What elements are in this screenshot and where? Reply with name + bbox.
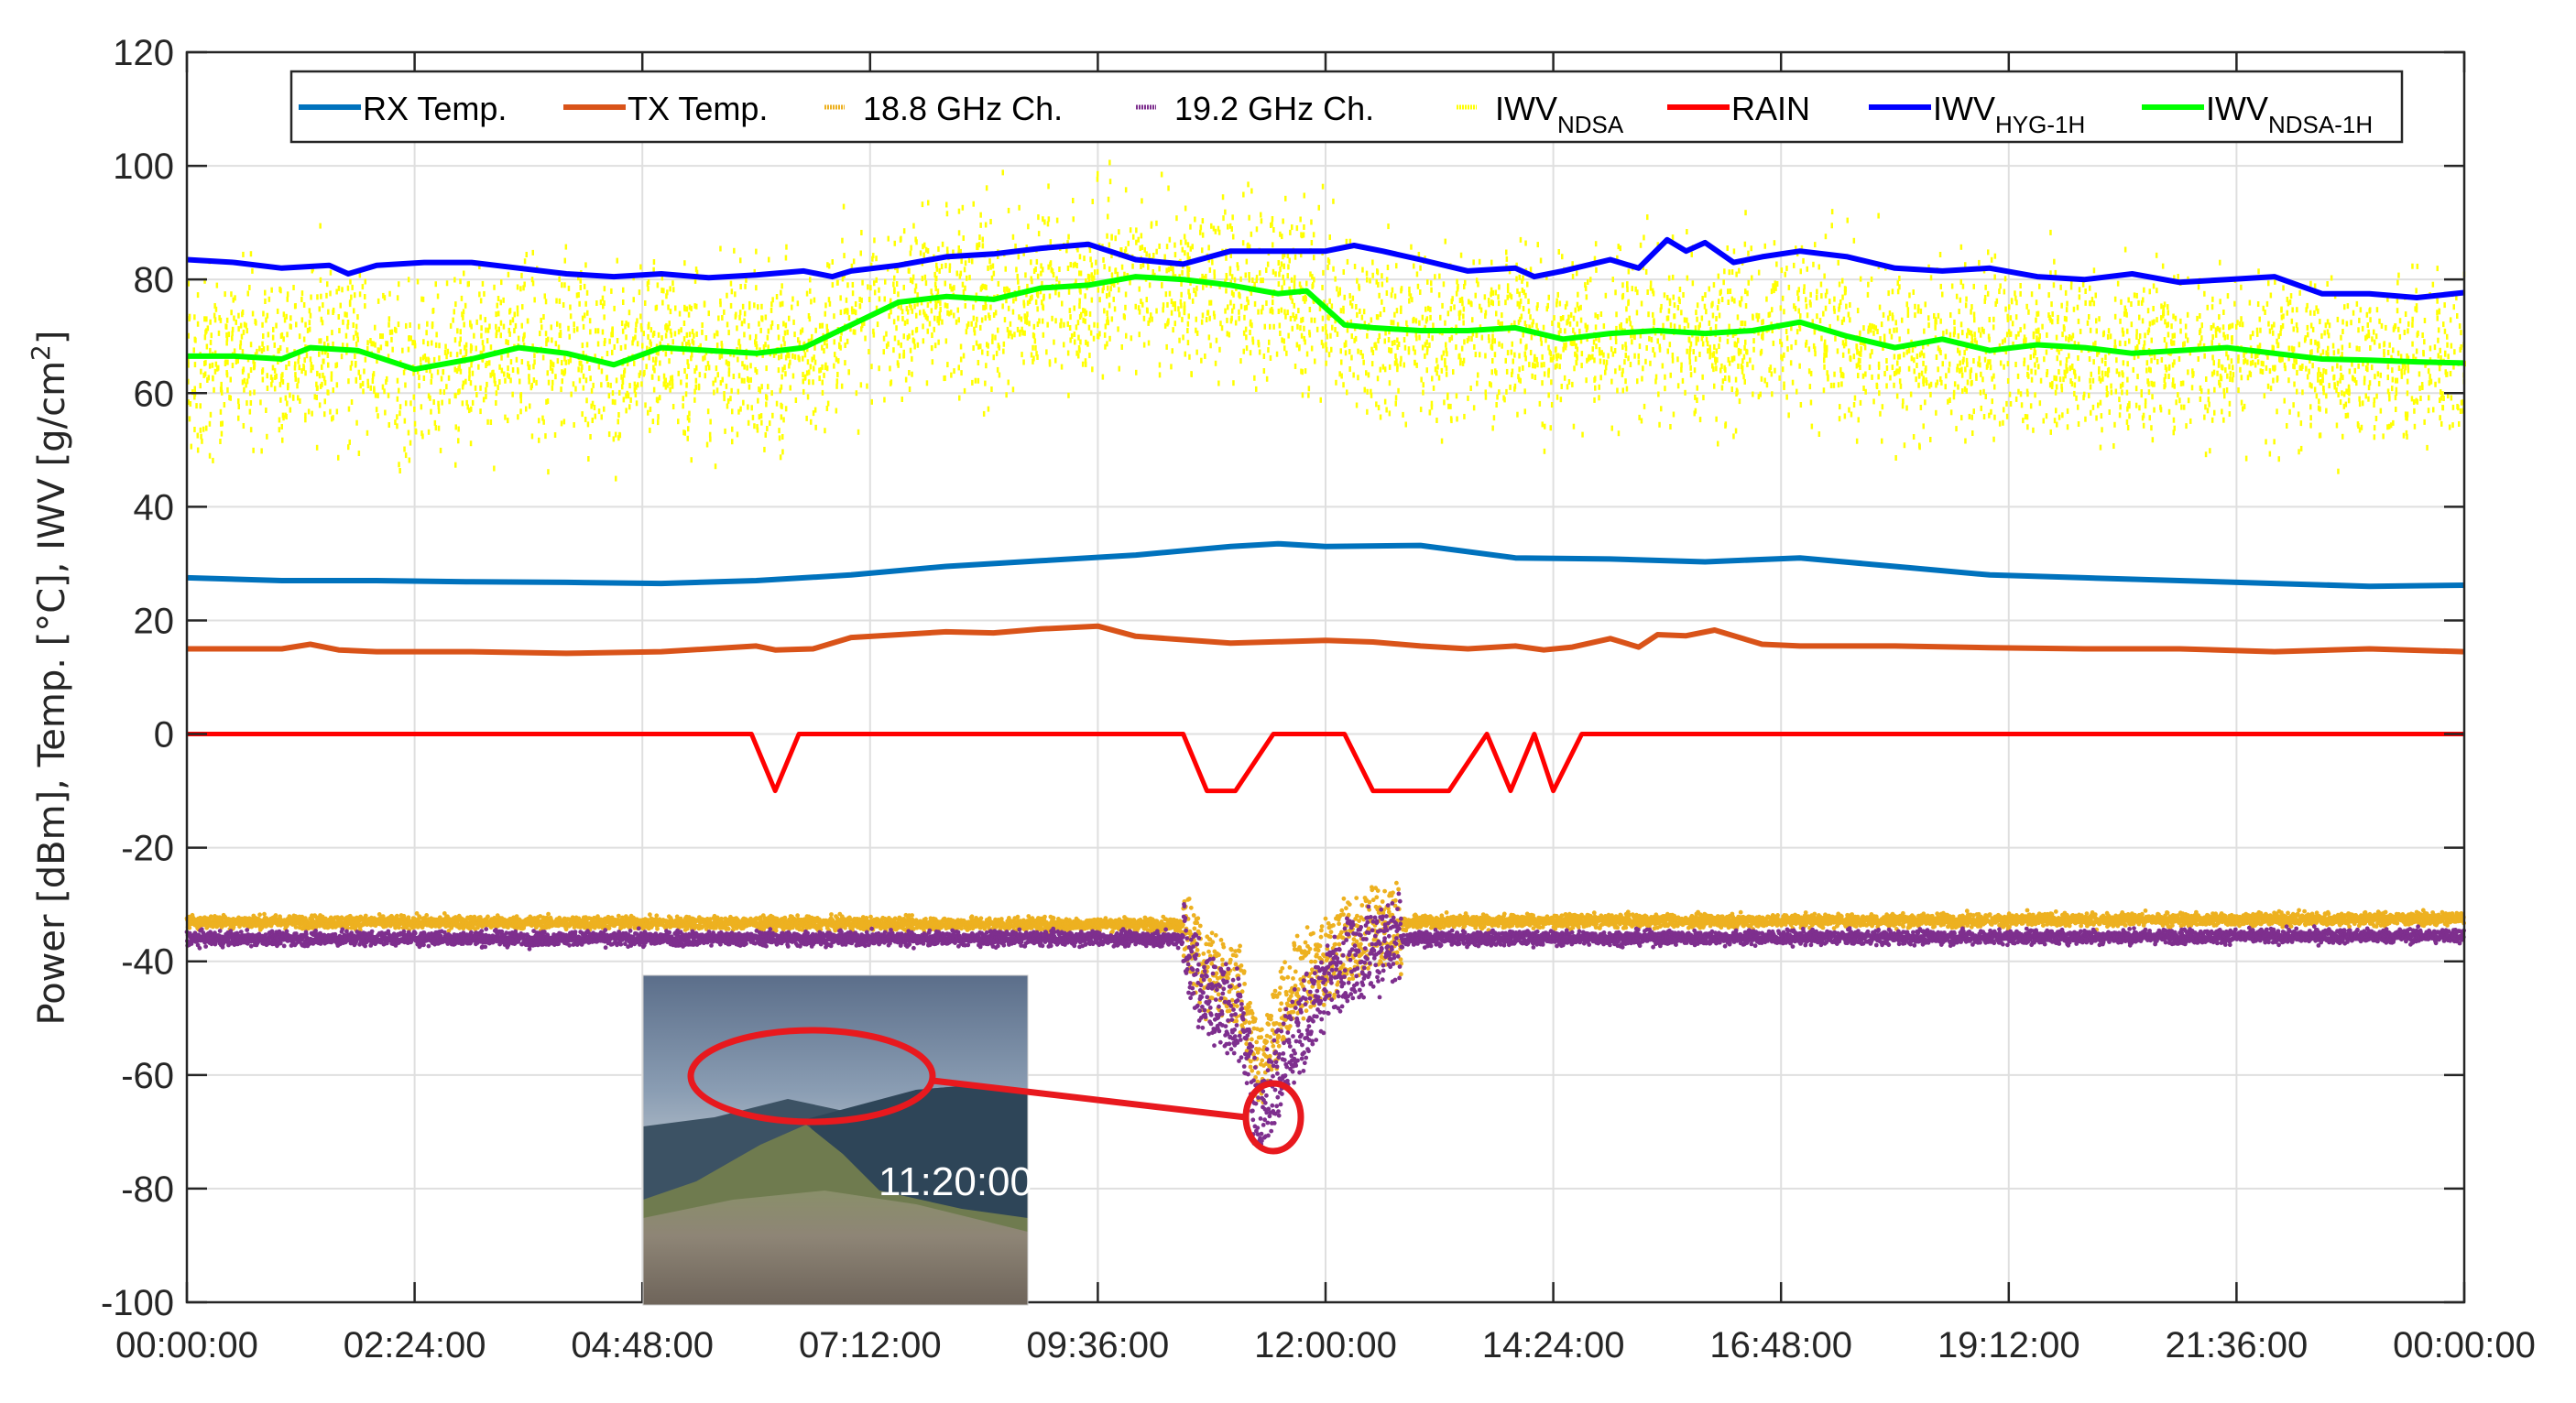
iwv-ndsa-scatter	[187, 159, 2466, 482]
x-tick-label: 19:12:00	[1937, 1325, 2080, 1365]
x-tick-label: 09:36:00	[1027, 1325, 1170, 1365]
y-tick-label: 100	[113, 147, 174, 187]
x-tick-label: 00:00:00	[115, 1325, 258, 1365]
x-tick-label: 12:00:00	[1254, 1325, 1397, 1365]
tx-temp-line	[187, 623, 2465, 657]
photo-timestamp: 11:20:00	[879, 1159, 1032, 1204]
legend-item-ch192: 19.2 GHz Ch.	[1136, 90, 1374, 127]
rain-cloud-highlight	[687, 1027, 936, 1126]
y-tick-label: 40	[134, 487, 175, 527]
legend-item-rain: RAIN	[1667, 90, 1810, 127]
rx-temp-line	[186, 540, 2465, 590]
x-tick-label: 07:12:00	[799, 1325, 942, 1365]
y-tick-label: -100	[101, 1283, 174, 1323]
x-tick-label: 14:24:00	[1482, 1325, 1625, 1365]
x-tick-label: 00:00:00	[2393, 1325, 2536, 1365]
y-tick-label: 0	[154, 715, 174, 756]
x-tick-label: 04:48:00	[571, 1325, 714, 1365]
y-tick-label: -40	[121, 942, 174, 983]
y-tick-label: 120	[113, 33, 174, 73]
x-tick-labels: 00:00:00 02:24:00 04:48:00 07:12:00 09:36:00…	[115, 1325, 2536, 1365]
callout-circle	[1242, 1080, 1304, 1155]
inset-photo: 11:20:00	[642, 974, 1032, 1306]
y-tick-label: -20	[121, 829, 174, 869]
y-tick-label: 60	[134, 374, 175, 414]
y-tick-label: 80	[134, 260, 175, 300]
x-tick-label: 21:36:00	[2166, 1325, 2309, 1365]
rain-line	[187, 732, 2464, 794]
legend-item-ch188: 18.8 GHz Ch.	[824, 90, 1063, 127]
line-series	[186, 236, 2465, 794]
x-tick-label: 16:48:00	[1709, 1325, 1852, 1365]
iwv-ndsa-1h-line	[187, 274, 2465, 373]
y-axis-label: Power [dBm], Temp. [°C], IWV [g/cm2]	[26, 331, 74, 1026]
y-tick-label: 20	[134, 601, 175, 641]
axis-ticks	[185, 50, 2466, 1304]
y-tick-labels: 120 100 80 60 40 20 0 -20 -40 -60 -80 -100	[101, 33, 174, 1323]
legend: RX Temp. TX Temp. 18.8 GHz Ch. 19.2 GHz Ch.…	[289, 70, 2404, 144]
callout-connector	[932, 1077, 1247, 1121]
legend-item-rx: RX Temp.	[299, 90, 507, 127]
y-tick-label: -60	[121, 1056, 174, 1096]
legend-item-tx: TX Temp.	[563, 90, 768, 127]
iwv-hyg-1h-line	[186, 236, 2465, 300]
power-series	[184, 880, 2467, 1149]
y-tick-label: -80	[121, 1169, 174, 1210]
x-tick-label: 02:24:00	[344, 1325, 486, 1365]
